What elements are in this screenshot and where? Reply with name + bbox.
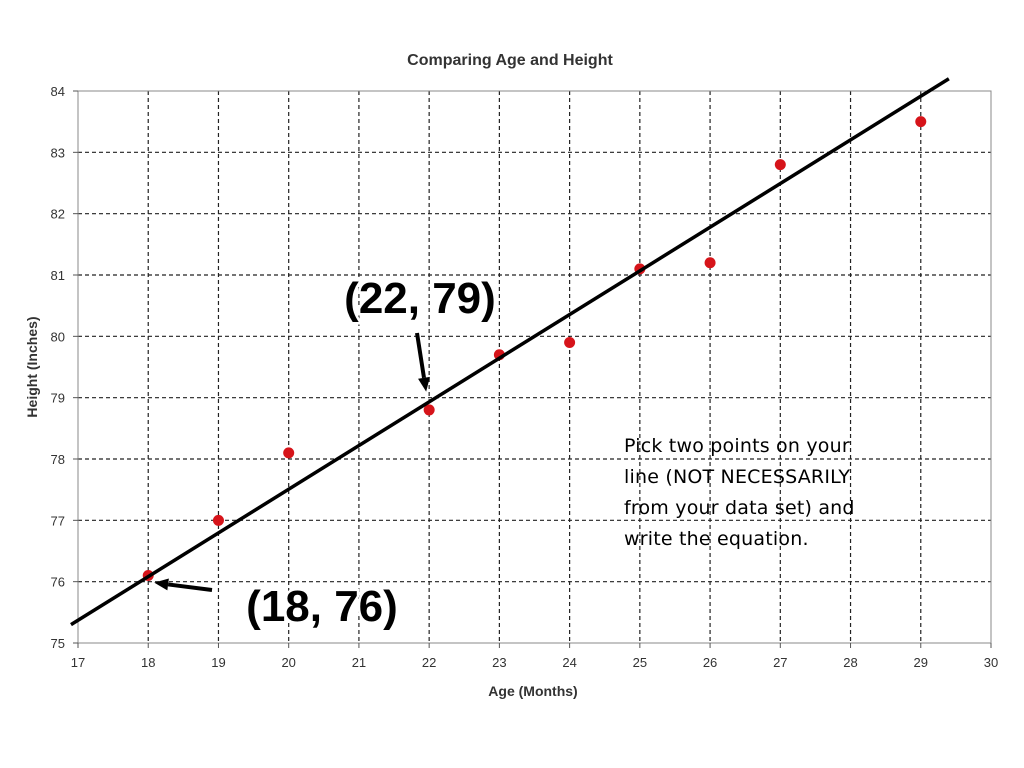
x-tick-label: 26 [703,655,717,670]
y-axis-label: Height (Inches) [24,316,40,417]
data-point [283,447,295,459]
data-point [915,116,927,128]
y-tick-label: 82 [51,207,65,222]
x-tick-label: 19 [211,655,225,670]
chart-title: Comparing Age and Height [407,52,613,69]
data-point [564,336,576,348]
x-tick-label: 25 [633,655,647,670]
y-axis-ticks: 75 76 77 78 79 80 81 82 83 84 [51,84,78,651]
callout-label-22-79: (22, 79) [344,274,496,323]
note-line: line (NOT NECESSARILY [624,466,851,488]
y-tick-label: 81 [51,268,65,283]
y-tick-label: 78 [51,452,65,467]
y-tick-label: 76 [51,575,65,590]
data-point [704,257,716,269]
data-point [774,159,786,171]
x-tick-label: 29 [914,655,928,670]
note-line: Pick two points on your [624,435,850,457]
x-tick-label: 28 [843,655,857,670]
callout-arrow [415,332,430,392]
gridlines [78,91,991,643]
x-tick-label: 23 [492,655,506,670]
note-line: write the equation. [624,528,809,550]
x-tick-label: 21 [352,655,366,670]
x-tick-label: 20 [281,655,295,670]
callout-arrow [154,578,213,592]
x-tick-label: 22 [422,655,436,670]
plot-frame [77,90,992,644]
data-point [212,514,224,526]
trend-line [70,77,950,627]
y-tick-label: 80 [51,329,65,344]
y-tick-label: 79 [51,391,65,406]
callout-label-18-76: (18, 76) [246,582,398,631]
x-tick-label: 30 [984,655,998,670]
y-tick-label: 77 [51,513,65,528]
y-tick-label: 75 [51,636,65,651]
x-axis-label: Age (Months) [488,683,577,699]
callout-arrows [154,332,430,592]
y-tick-label: 83 [51,145,65,160]
data-point [423,404,435,416]
note-line: from your data set) and [624,497,855,519]
x-tick-label: 17 [71,655,85,670]
x-axis-ticks: 17 18 19 20 21 22 23 24 25 26 27 28 29 30 [71,643,998,670]
instruction-note: Pick two points on your line (NOT NECESS… [624,431,964,555]
x-tick-label: 24 [562,655,576,670]
x-tick-label: 27 [773,655,787,670]
y-tick-label: 84 [51,84,65,99]
x-tick-label: 18 [141,655,155,670]
